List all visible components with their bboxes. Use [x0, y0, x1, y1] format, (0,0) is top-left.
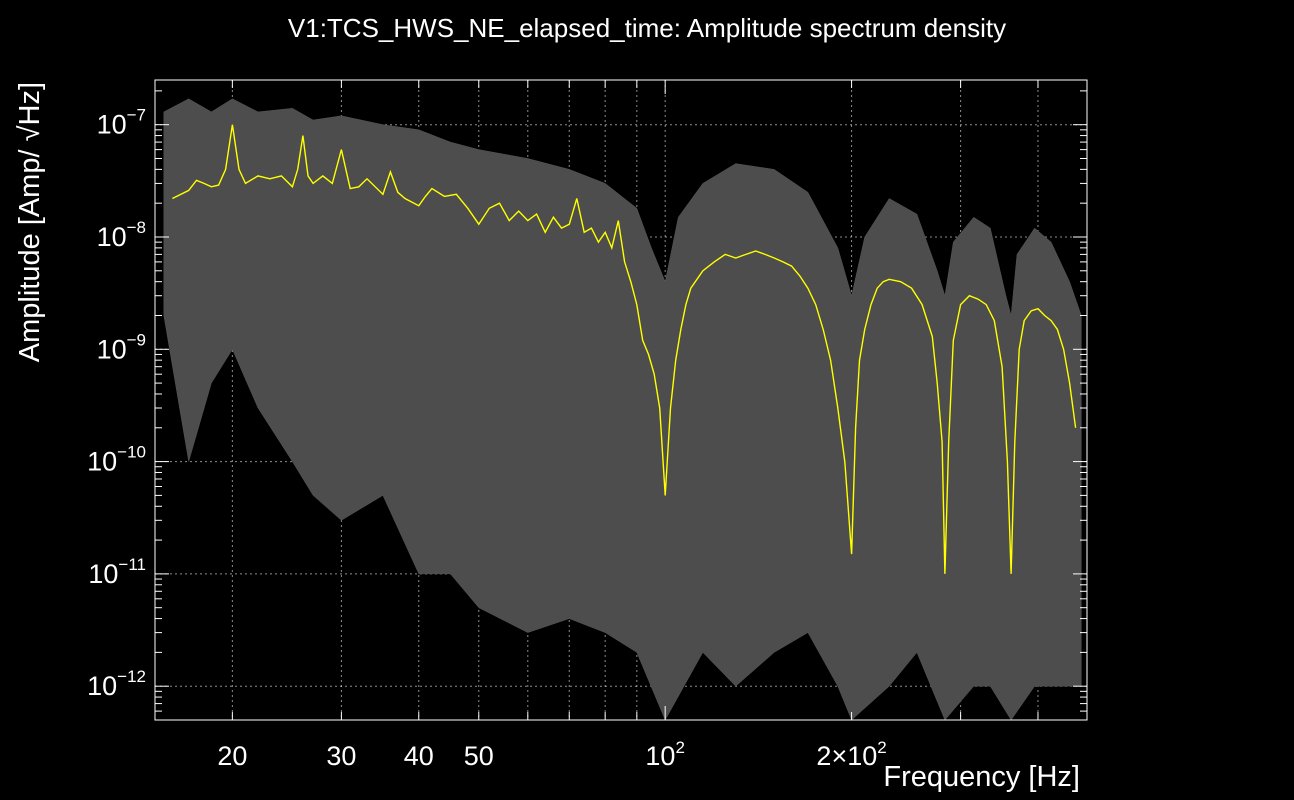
y-tick-label: 10−12: [87, 667, 146, 701]
x-tick-label: 102: [645, 738, 685, 771]
x-tick-label: 50: [464, 741, 494, 771]
axis-ticks: [155, 80, 1087, 721]
y-axis-label: Amplitude [Amp/ √Hz]: [14, 82, 46, 362]
x-tick-labels: 20 30 40 50 102 2×102: [217, 738, 886, 771]
x-tick-label: 2×102: [816, 738, 886, 771]
y-tick-label: 10−8: [97, 218, 146, 252]
mean-spectrum-line: [172, 124, 1077, 574]
y-tick-label: 10−11: [88, 555, 146, 589]
y-tick-label: 10−7: [97, 106, 146, 140]
x-axis-label: Frequency [Hz]: [883, 761, 1080, 793]
min-max-band: [163, 98, 1082, 721]
x-tick-label: 30: [326, 741, 356, 771]
y-tick-label: 10−9: [97, 330, 146, 364]
x-tick-label: 20: [217, 741, 247, 771]
x-tick-label: 40: [404, 741, 434, 771]
plot-frame: [154, 79, 1088, 721]
y-tick-labels: 10−7 10−8 10−9 10−10 10−11 10−12: [87, 106, 146, 702]
chart-title: V1:TCS_HWS_NE_elapsed_time: Amplitude sp…: [288, 13, 1006, 43]
y-tick-label: 10−10: [87, 443, 146, 477]
